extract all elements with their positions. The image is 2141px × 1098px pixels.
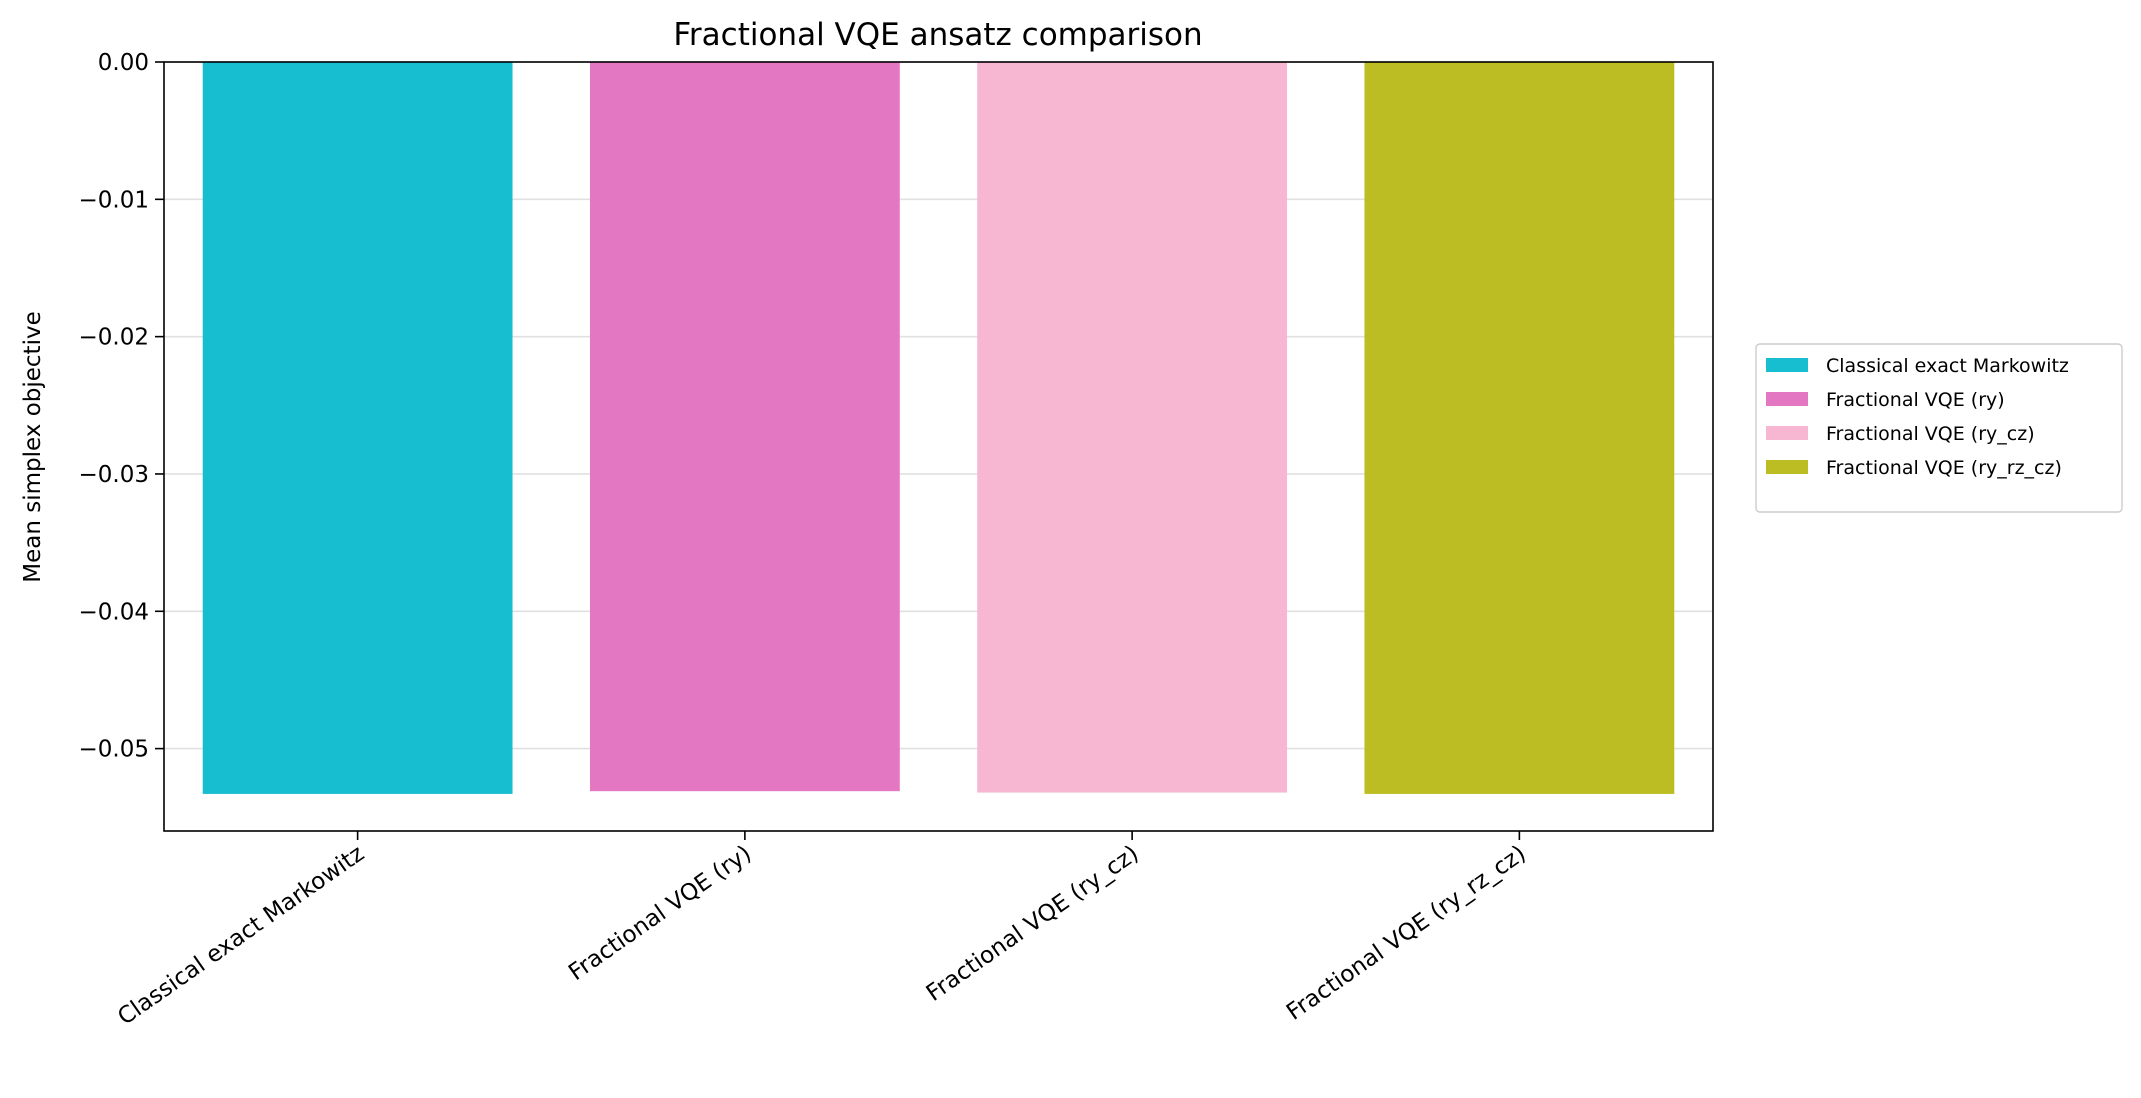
- y-tick-label: −0.02: [79, 325, 149, 351]
- legend-label: Fractional VQE (ry_cz): [1826, 423, 2035, 445]
- x-tick-label: Fractional VQE (ry): [564, 841, 756, 986]
- legend: Classical exact Markowitz Fractional VQE …: [1755, 343, 2123, 513]
- legend-swatch: [1766, 358, 1808, 372]
- x-tick-label: Fractional VQE (ry_cz): [922, 841, 1144, 1007]
- y-tick-label: −0.04: [79, 599, 149, 625]
- legend-swatch: [1766, 460, 1808, 474]
- bar: [589, 62, 900, 792]
- chart-title: Fractional VQE ansatz comparison: [673, 17, 1202, 53]
- y-axis: 0.00 −0.01 −0.02 −0.03 −0.04 −0.05: [79, 50, 164, 763]
- bars: [202, 62, 1675, 794]
- bar: [202, 62, 513, 794]
- legend-label: Fractional VQE (ry_rz_cz): [1826, 457, 2062, 479]
- legend-label: Classical exact Markowitz: [1826, 355, 2069, 377]
- y-tick-label: −0.01: [79, 187, 149, 213]
- legend-label: Fractional VQE (ry): [1826, 389, 2005, 411]
- legend-swatch: [1766, 426, 1808, 440]
- y-tick-label: −0.05: [79, 737, 149, 763]
- x-tick-label: Fractional VQE (ry_rz_cz): [1282, 841, 1531, 1026]
- x-axis: Classical exact Markowitz Fractional VQE …: [113, 831, 1531, 1031]
- legend-box: [1755, 343, 2123, 513]
- x-tick-label: Classical exact Markowitz: [113, 841, 369, 1031]
- legend-swatch: [1766, 392, 1808, 406]
- y-tick-label: 0.00: [98, 50, 149, 76]
- y-tick-label: −0.03: [79, 462, 149, 488]
- bar: [977, 62, 1288, 793]
- y-axis-label: Mean simplex objective: [20, 311, 46, 582]
- bar: [1364, 62, 1675, 794]
- plot-frame: [163, 61, 1714, 832]
